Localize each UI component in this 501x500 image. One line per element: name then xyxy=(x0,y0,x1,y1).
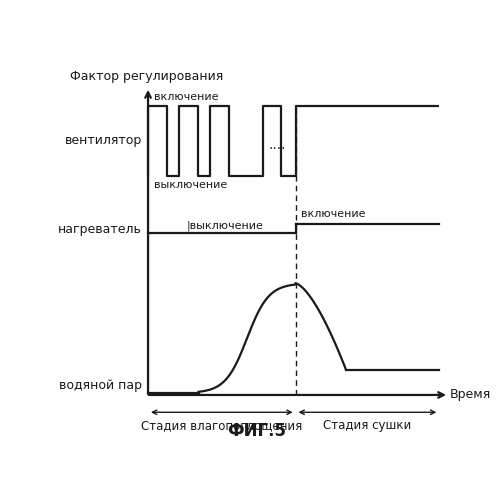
Text: ....: .... xyxy=(269,138,286,151)
Text: водяной пар: водяной пар xyxy=(59,379,142,392)
Text: включение: включение xyxy=(302,209,366,219)
Text: Время: Время xyxy=(450,388,491,402)
Text: Стадия сушки: Стадия сушки xyxy=(323,419,411,432)
Text: вентилятор: вентилятор xyxy=(65,134,142,147)
Text: Стадия влагопоглощения: Стадия влагопоглощения xyxy=(141,419,303,432)
Text: |выключение: |выключение xyxy=(187,221,264,232)
Text: ФИГ.5: ФИГ.5 xyxy=(227,422,286,440)
Text: Фактор регулирования: Фактор регулирования xyxy=(70,70,223,83)
Text: включение: включение xyxy=(154,92,218,102)
Text: выключение: выключение xyxy=(154,180,227,190)
Text: нагреватель: нагреватель xyxy=(58,223,142,236)
